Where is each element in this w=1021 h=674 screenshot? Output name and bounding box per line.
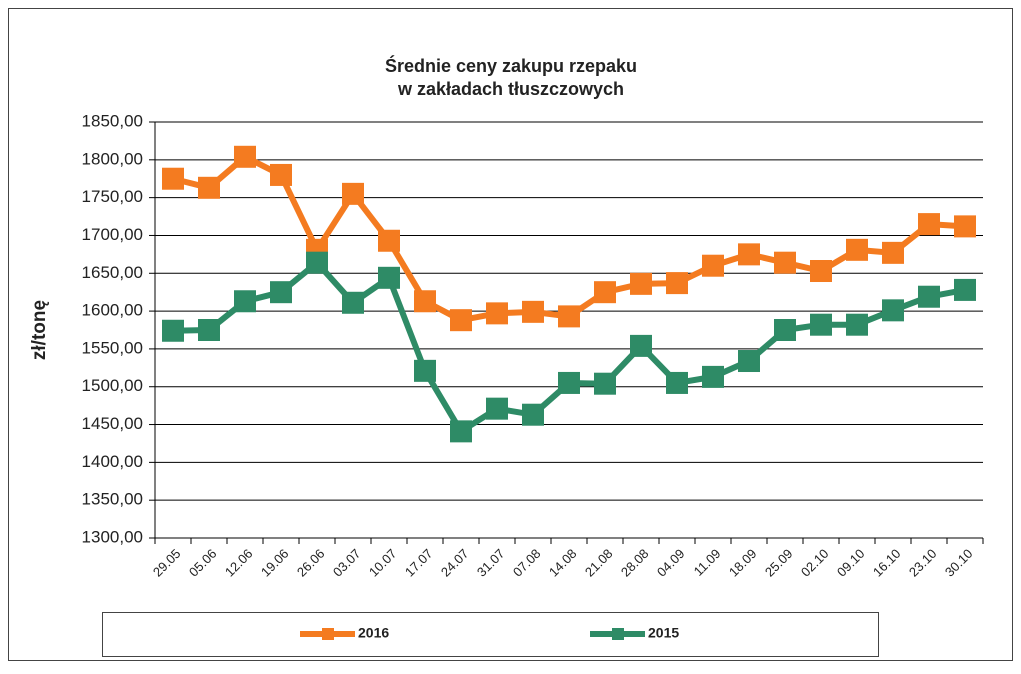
y-tick-label: 1850,00 xyxy=(82,111,143,130)
marker xyxy=(846,313,868,336)
marker xyxy=(882,299,904,322)
y-tick-label: 1450,00 xyxy=(82,414,143,433)
marker xyxy=(342,182,364,205)
marker xyxy=(774,319,796,341)
chart-title: Średnie ceny zakupu rzepaku xyxy=(385,55,637,76)
marker xyxy=(882,241,904,264)
legend-box xyxy=(102,612,879,657)
y-tick-label: 1750,00 xyxy=(82,187,143,206)
marker xyxy=(306,251,328,274)
legend-label: 2016 xyxy=(358,625,389,641)
marker xyxy=(378,229,400,252)
marker xyxy=(594,281,616,304)
marker xyxy=(918,285,940,308)
y-axis-title: zł/tonę xyxy=(29,300,50,360)
marker xyxy=(810,260,832,283)
marker xyxy=(954,215,976,238)
marker xyxy=(162,167,184,190)
marker xyxy=(558,305,580,328)
legend-marker xyxy=(322,628,334,640)
marker xyxy=(630,334,652,357)
y-tick-label: 1700,00 xyxy=(82,225,143,244)
marker xyxy=(954,278,976,301)
marker xyxy=(270,163,292,186)
marker xyxy=(738,243,760,266)
y-tick-label: 1400,00 xyxy=(82,452,143,471)
marker xyxy=(270,281,292,304)
marker xyxy=(486,397,508,420)
legend-marker xyxy=(612,628,624,640)
y-tick-label: 1500,00 xyxy=(82,376,143,395)
y-tick-label: 1800,00 xyxy=(82,149,143,168)
y-tick-label: 1300,00 xyxy=(82,527,143,546)
legend-label: 2015 xyxy=(648,625,679,641)
marker xyxy=(846,238,868,261)
marker xyxy=(234,145,256,168)
marker xyxy=(378,266,400,289)
y-tick-label: 1650,00 xyxy=(82,263,143,282)
y-tick-label: 1350,00 xyxy=(82,490,143,509)
marker xyxy=(558,371,580,394)
marker xyxy=(702,365,724,388)
y-tick-label: 1550,00 xyxy=(82,338,143,357)
marker xyxy=(630,272,652,295)
marker xyxy=(522,403,544,426)
marker xyxy=(198,319,220,341)
marker xyxy=(342,291,364,314)
marker xyxy=(918,213,940,236)
chart-title: w zakładach tłuszczowych xyxy=(397,79,624,99)
marker xyxy=(666,272,688,295)
marker xyxy=(486,302,508,325)
marker xyxy=(738,350,760,373)
marker xyxy=(702,254,724,277)
marker xyxy=(450,420,472,443)
marker xyxy=(666,371,688,394)
marker xyxy=(162,319,184,342)
marker xyxy=(522,300,544,323)
marker xyxy=(414,359,436,382)
marker xyxy=(234,290,256,313)
marker xyxy=(198,176,220,199)
marker xyxy=(450,309,472,332)
y-tick-label: 1600,00 xyxy=(82,301,143,320)
marker xyxy=(810,313,832,336)
marker xyxy=(774,251,796,274)
marker xyxy=(594,372,616,395)
marker xyxy=(414,290,436,313)
